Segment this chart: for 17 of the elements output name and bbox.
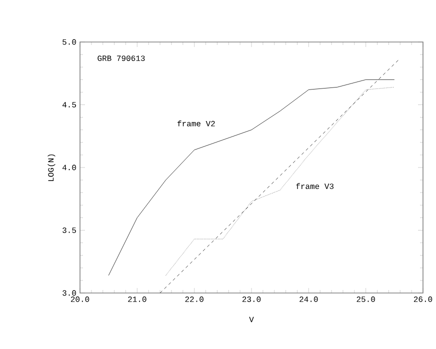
- x-tick-label: 21.0: [128, 296, 146, 302]
- y-axis-title: LOG(N): [48, 154, 56, 181]
- x-tick-label: 20.0: [70, 296, 90, 302]
- y-tick-label: 3.5: [62, 228, 76, 233]
- x-tick-label: 22.0: [185, 296, 204, 302]
- series-label: frame V2: [178, 120, 215, 126]
- x-tick-label: 25.0: [356, 296, 375, 302]
- x-tick-label: 23.0: [242, 296, 261, 302]
- y-tick-label: 3.0: [62, 290, 76, 296]
- x-tick-label: 24.0: [300, 296, 318, 302]
- series-label: frame V3: [296, 183, 334, 190]
- y-tick-label: 4.5: [62, 102, 76, 108]
- y-tick-label: 4.0: [62, 164, 76, 170]
- annotation: GRB 790613: [98, 56, 145, 62]
- x-tick-label: 26.0: [414, 296, 432, 302]
- y-tick-label: 5.0: [62, 39, 76, 45]
- x-axis-title: V: [249, 316, 254, 322]
